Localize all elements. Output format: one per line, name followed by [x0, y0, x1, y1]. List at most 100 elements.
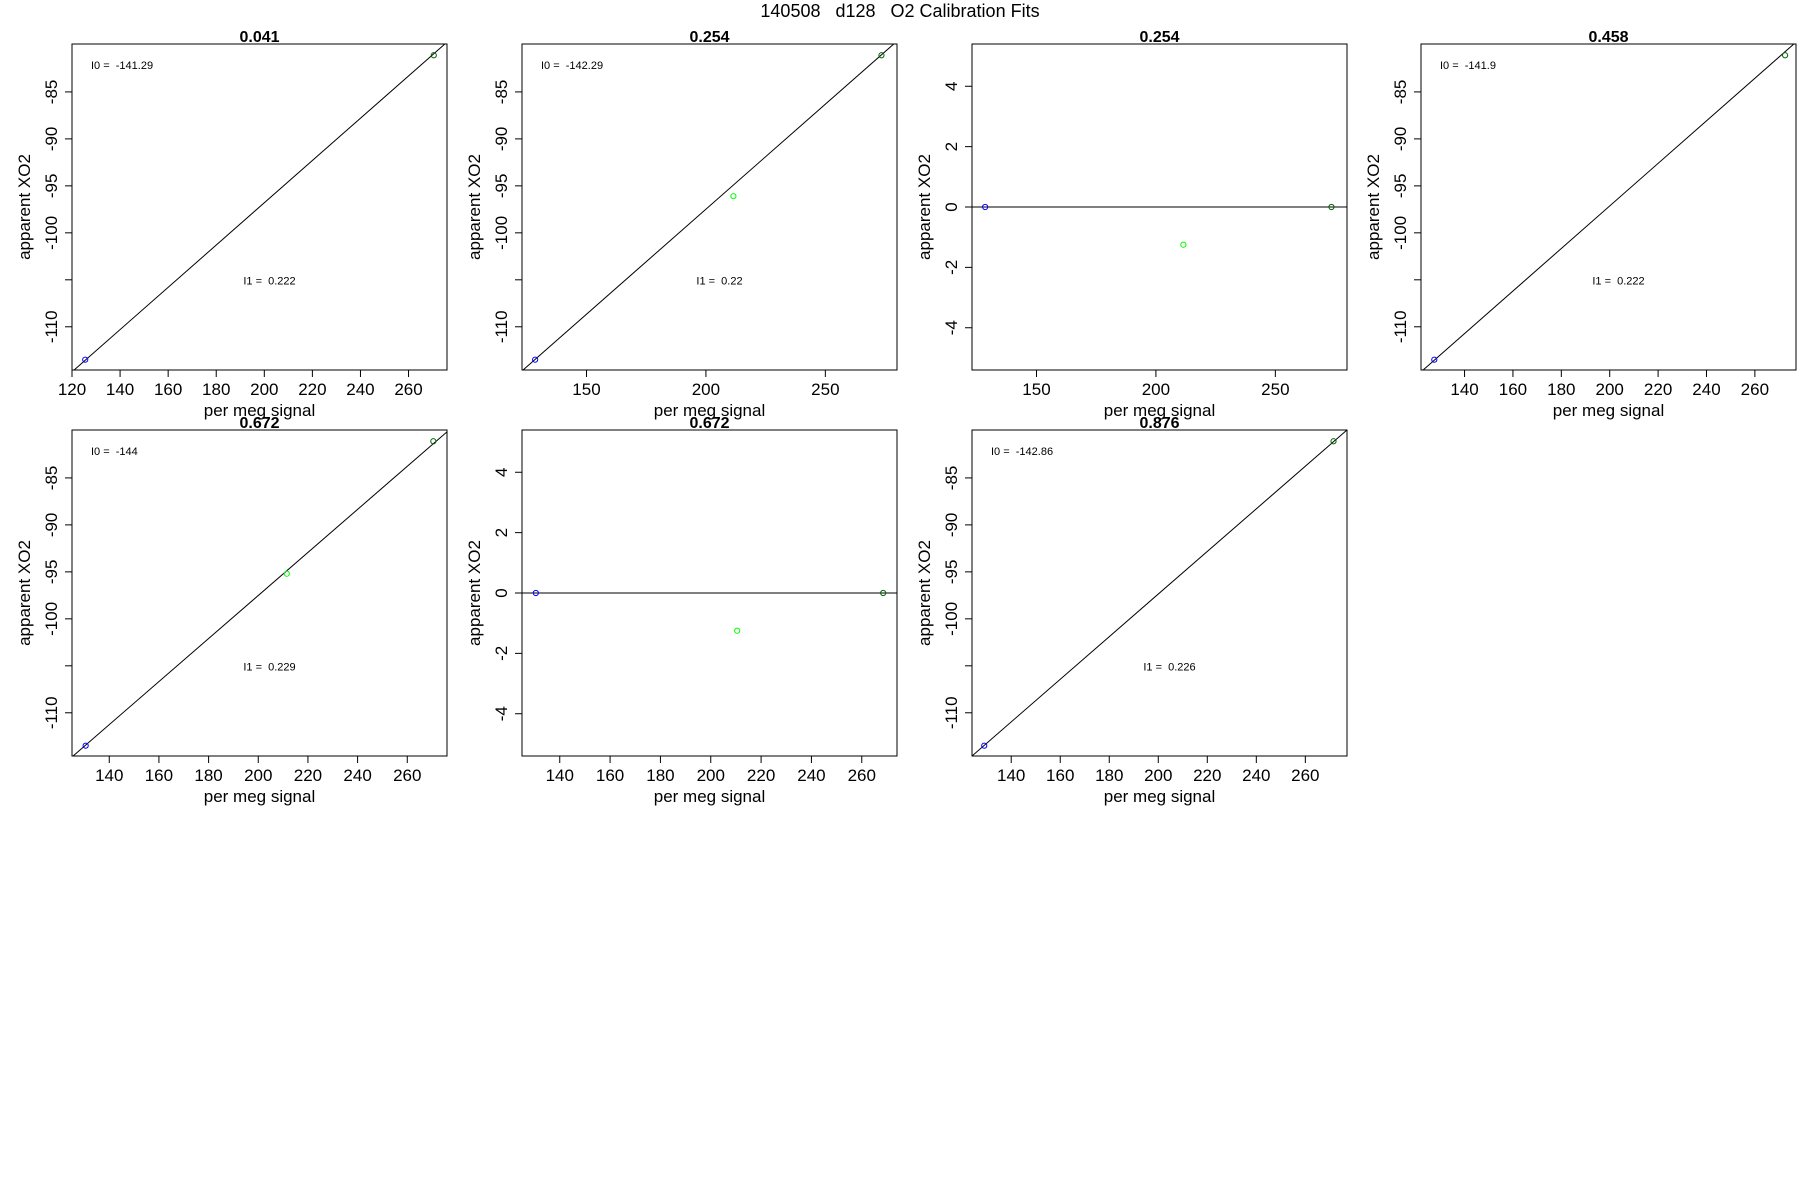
y-tick-label: 4	[942, 82, 961, 91]
y-axis-label: apparent XO2	[15, 540, 34, 646]
data-point-blue	[981, 742, 988, 749]
x-tick-label: 260	[1741, 380, 1769, 399]
y-tick-label: -90	[42, 127, 61, 152]
data-point-blue	[1431, 356, 1438, 363]
fit-annotation: I0 = -142.29	[541, 60, 603, 72]
x-tick-label: 200	[1142, 380, 1170, 399]
y-tick-label: -90	[942, 513, 961, 538]
x-tick-label: 260	[848, 766, 876, 785]
x-tick-label: 200	[250, 380, 278, 399]
panel-1: 0.041 120 140 160 180 200 220 240 260 per meg sig…	[15, 29, 448, 420]
x-tick-label: 220	[1644, 380, 1672, 399]
y-tick-label: -85	[492, 80, 511, 105]
y-tick-label: -100	[492, 216, 511, 250]
y-tick-label: -100	[42, 602, 61, 636]
data-point-blue	[532, 356, 539, 363]
y-tick-label: -2	[492, 646, 511, 661]
x-tick-label: 240	[797, 766, 825, 785]
y-tick-label: -100	[42, 216, 61, 250]
y-axis-label: apparent XO2	[1364, 154, 1383, 260]
y-tick-label: -100	[1391, 216, 1410, 250]
y-tick-label: 4	[492, 468, 511, 477]
x-tick-label: 160	[596, 766, 624, 785]
x-tick-label: 220	[747, 766, 775, 785]
y-tick-label: -85	[42, 466, 61, 491]
x-tick-label: 260	[1291, 766, 1319, 785]
x-tick-label: 160	[145, 766, 173, 785]
x-tick-label: 140	[546, 766, 574, 785]
x-tick-label: 200	[1596, 380, 1624, 399]
x-tick-label: 250	[811, 380, 839, 399]
panel-title: 0.254	[689, 29, 729, 46]
y-tick-label: -90	[1391, 127, 1410, 152]
fit-line	[72, 431, 447, 756]
y-tick-label: -85	[1391, 80, 1410, 105]
y-tick-label: 0	[492, 588, 511, 597]
fit-annotation: I0 = -141.9	[1440, 60, 1496, 72]
x-tick-label: 160	[154, 380, 182, 399]
panel-title: 0.672	[689, 415, 729, 432]
data-point-darkgreen	[1328, 203, 1335, 211]
y-tick-label: -110	[492, 310, 511, 343]
data-point-green	[283, 570, 290, 577]
y-tick-label: 0	[942, 202, 961, 211]
x-tick-label: 220	[294, 766, 322, 785]
x-tick-label: 240	[1692, 380, 1720, 399]
x-axis-label: per meg signal	[1553, 401, 1665, 420]
y-tick-label: -95	[42, 560, 61, 585]
fit-line	[73, 44, 446, 370]
y-tick-label: -110	[1391, 310, 1410, 343]
y-tick-label: -95	[1391, 174, 1410, 199]
x-tick-label: 200	[1144, 766, 1172, 785]
x-tick-label: 180	[1547, 380, 1575, 399]
y-tick-label: -2	[942, 260, 961, 275]
x-tick-label: 250	[1261, 380, 1289, 399]
fit-annotation: I1 = 0.22	[696, 276, 742, 288]
y-tick-label: -4	[492, 706, 511, 721]
x-tick-label: 140	[95, 766, 123, 785]
data-point-blue	[532, 589, 539, 597]
data-point-darkgreen	[878, 52, 885, 59]
y-axis-label: apparent XO2	[15, 154, 34, 260]
x-tick-label: 150	[572, 380, 600, 399]
panel-title: 0.254	[1139, 29, 1179, 46]
x-tick-label: 200	[244, 766, 272, 785]
data-point-green	[730, 193, 737, 200]
data-point-darkgreen	[430, 52, 437, 59]
y-axis-label: apparent XO2	[465, 154, 484, 260]
x-tick-label: 180	[202, 380, 230, 399]
data-point-green	[1180, 241, 1187, 248]
x-tick-label: 240	[343, 766, 371, 785]
fit-annotation: I1 = 0.226	[1143, 662, 1195, 674]
x-axis-label: per meg signal	[1104, 401, 1216, 420]
x-tick-label: 150	[1022, 380, 1050, 399]
data-point-darkgreen	[1782, 52, 1789, 59]
y-tick-label: -110	[42, 310, 61, 343]
y-tick-label: -100	[942, 602, 961, 636]
fit-annotation: I0 = -141.29	[91, 60, 153, 72]
page-title: 140508 d128 O2 Calibration Fits	[760, 1, 1040, 21]
x-axis-label: per meg signal	[204, 787, 316, 806]
data-point-blue	[982, 203, 989, 211]
x-axis-label: per meg signal	[654, 401, 766, 420]
x-tick-label: 140	[106, 380, 134, 399]
y-tick-label: -85	[42, 80, 61, 105]
fit-annotation: I1 = 0.222	[243, 276, 295, 288]
y-tick-label: 2	[492, 528, 511, 537]
x-tick-label: 260	[394, 380, 422, 399]
y-tick-label: -95	[942, 560, 961, 585]
y-axis-label: apparent XO2	[915, 154, 934, 260]
x-tick-label: 160	[1499, 380, 1527, 399]
y-axis-label: apparent XO2	[915, 540, 934, 646]
y-tick-label: -110	[942, 696, 961, 729]
x-tick-label: 180	[1095, 766, 1123, 785]
x-tick-label: 220	[1193, 766, 1221, 785]
y-tick-label: -95	[42, 174, 61, 199]
fit-annotation: I1 = 0.229	[243, 662, 295, 674]
panel-4: 0.458 140 160 180 200 220 240 260 per meg signal…	[1364, 29, 1797, 420]
x-tick-label: 120	[58, 380, 86, 399]
data-point-blue	[82, 356, 89, 363]
x-tick-label: 180	[194, 766, 222, 785]
